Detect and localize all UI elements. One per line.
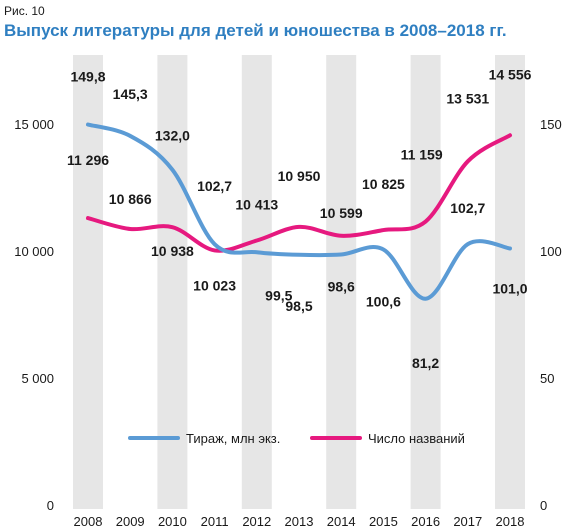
data-label-titles: 10 950: [278, 168, 321, 184]
data-label-titles: 10 866: [109, 191, 152, 207]
x-tick-label: 2017: [453, 514, 482, 529]
data-label-titles: 10 599: [320, 205, 363, 221]
legend: Тираж, млн экз. Число названий: [128, 431, 465, 446]
x-tick-label: 2013: [285, 514, 314, 529]
x-tick-label: 2009: [116, 514, 145, 529]
series-lines: [86, 122, 512, 301]
series-line-titles: [86, 133, 512, 253]
data-label-tirazh: 99,5: [265, 287, 292, 303]
left-axis-ticks: 0 5 000 10 000 15 000: [14, 117, 54, 513]
legend-label-titles: Число названий: [368, 431, 465, 446]
data-label-tirazh: 102,7: [450, 200, 485, 216]
data-label-tirazh: 149,8: [70, 69, 105, 85]
data-label-titles: 14 556: [489, 66, 532, 82]
left-tick-label: 5 000: [21, 371, 54, 386]
grid-band: [157, 55, 188, 509]
data-label-titles: 11 159: [401, 147, 443, 163]
chart-title: Выпуск литературы для детей и юношества …: [4, 21, 507, 40]
data-label-titles: 10 825: [362, 176, 405, 192]
legend-label-tirazh: Тираж, млн экз.: [186, 431, 280, 446]
x-tick-label: 2018: [496, 514, 525, 529]
data-label-tirazh: 98,6: [328, 279, 355, 295]
data-label-tirazh: 132,0: [155, 128, 190, 144]
data-label-tirazh: 145,3: [113, 86, 148, 102]
left-tick-label: 15 000: [14, 117, 54, 132]
left-tick-label: 10 000: [14, 244, 54, 259]
data-label-tirazh: 100,6: [366, 293, 401, 309]
grid-band: [410, 55, 441, 509]
grid-band: [326, 55, 357, 509]
data-label-titles: 10 413: [235, 197, 278, 213]
data-label-tirazh: 81,2: [412, 355, 439, 371]
left-tick-label: 0: [47, 498, 54, 513]
grid-band: [241, 55, 272, 509]
data-label-titles: 10 023: [193, 277, 236, 293]
right-tick-label: 150: [540, 117, 562, 132]
x-tick-label: 2015: [369, 514, 398, 529]
x-tick-label: 2014: [327, 514, 356, 529]
data-label-titles: 10 938: [151, 243, 194, 259]
data-label-titles: 11 296: [67, 152, 109, 168]
data-label-tirazh: 98,5: [285, 298, 312, 314]
x-tick-label: 2008: [74, 514, 103, 529]
x-axis-ticks: 2008 2009 2010 2011 2012 2013 2014 2015 2016 2017…: [74, 514, 525, 529]
figure-label: Рис. 10: [4, 4, 45, 18]
grid-bands: [73, 55, 525, 509]
x-tick-label: 2010: [158, 514, 187, 529]
x-tick-label: 2012: [242, 514, 271, 529]
right-tick-label: 100: [540, 244, 562, 259]
data-labels: 149,8 145,3 132,0 102,7 99,598,5 98,6 100,6 81,…: [67, 66, 532, 370]
series-line-tirazh: [86, 122, 512, 301]
data-label-titles: 13 531: [446, 90, 489, 106]
data-label-tirazh: 101,0: [492, 280, 527, 296]
data-label-tirazh: 102,7: [197, 178, 232, 194]
right-axis-ticks: 0 50 100 150: [540, 117, 562, 513]
grid-band: [495, 55, 525, 509]
grid-band: [73, 55, 103, 509]
x-tick-label: 2016: [411, 514, 440, 529]
right-tick-label: 0: [540, 498, 547, 513]
x-tick-label: 2011: [201, 514, 229, 529]
right-tick-label: 50: [540, 371, 554, 386]
